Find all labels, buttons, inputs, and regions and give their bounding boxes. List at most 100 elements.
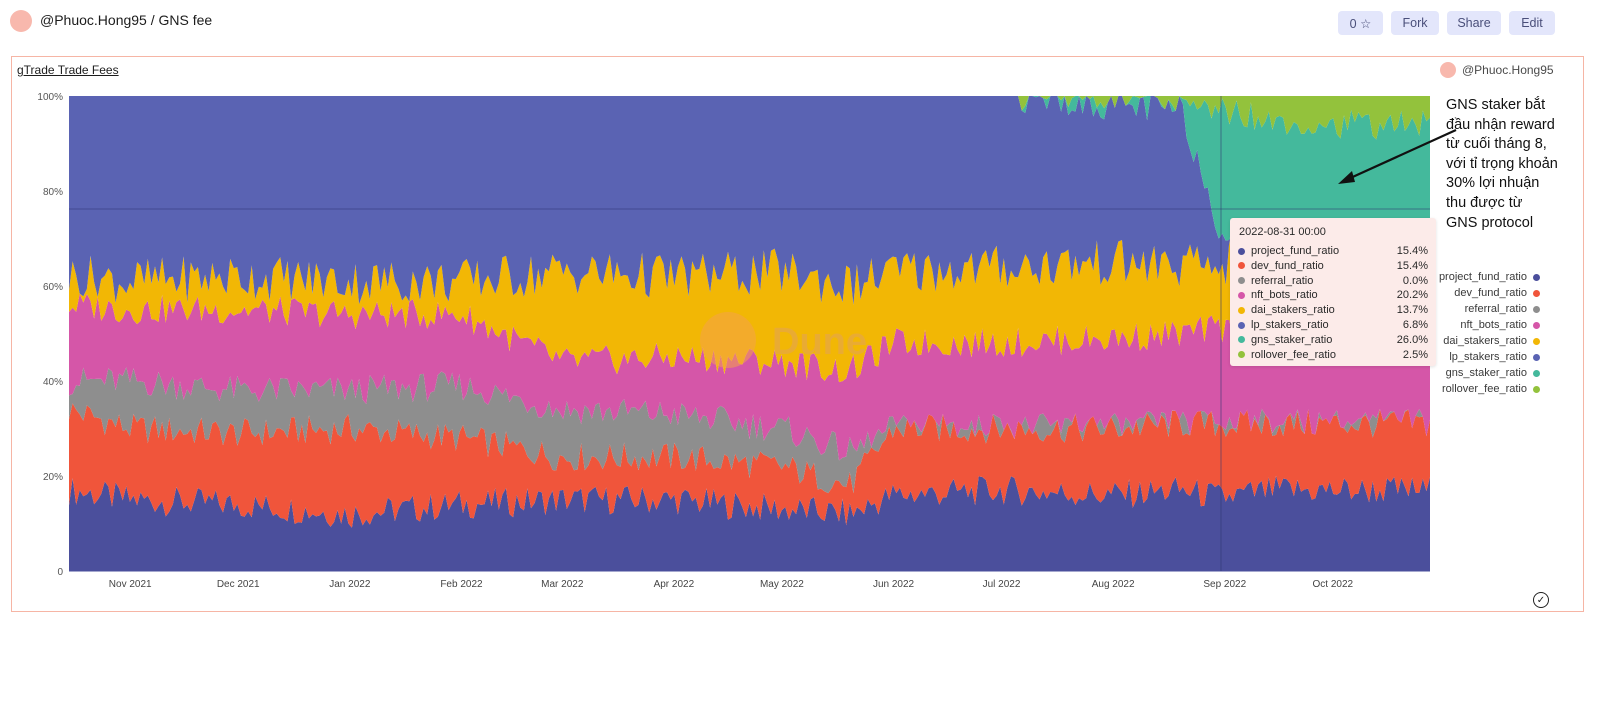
x-tick-label: Oct 2022 xyxy=(1312,579,1353,590)
tooltip-row: referral_ratio 0.0% xyxy=(1238,274,1428,288)
legend-label: project_fund_ratio xyxy=(1438,271,1527,283)
dune-logo-icon xyxy=(700,312,756,368)
y-tick-label: 60% xyxy=(43,282,63,293)
annotation-text: GNS staker bắt đầu nhận reward từ cuối t… xyxy=(1446,97,1558,231)
tooltip-row: gns_staker_ratio 26.0% xyxy=(1238,333,1428,347)
watermark-text: Dune xyxy=(772,321,867,363)
tooltip-series-value: 26.0% xyxy=(1396,333,1428,346)
tooltip-row: dai_stakers_ratio 13.7% xyxy=(1238,303,1428,317)
tooltip-series-value: 13.7% xyxy=(1396,304,1428,317)
chart-areas xyxy=(69,96,1430,571)
annotation-arrow-head xyxy=(1338,171,1355,184)
tooltip-series-name: nft_bots_ratio xyxy=(1251,289,1318,302)
legend-item[interactable]: rollover_fee_ratio xyxy=(1442,382,1540,396)
edit-button[interactable]: Edit xyxy=(1509,11,1555,35)
area-series-nft-bots-ratio[interactable] xyxy=(69,293,1430,461)
x-tick-label: May 2022 xyxy=(760,579,804,590)
legend-dot-icon xyxy=(1533,337,1540,345)
legend-label: nft_bots_ratio xyxy=(1460,319,1527,331)
legend-item[interactable]: lp_stakers_ratio xyxy=(1449,350,1540,364)
x-tick-label: Sep 2022 xyxy=(1203,579,1246,590)
tooltip-series-name: dev_fund_ratio xyxy=(1251,259,1324,272)
x-tick-label: Mar 2022 xyxy=(541,579,584,590)
legend-item[interactable]: dev_fund_ratio xyxy=(1454,286,1540,300)
author-avatar xyxy=(1440,62,1456,78)
x-tick-label: Nov 2021 xyxy=(109,579,152,590)
tooltip-series-name: rollover_fee_ratio xyxy=(1251,348,1336,361)
legend-item[interactable]: gns_staker_ratio xyxy=(1446,366,1540,380)
legend-dot-icon xyxy=(1533,321,1540,329)
legend-item[interactable]: referral_ratio xyxy=(1465,302,1540,316)
area-series-lp-stakers-ratio[interactable] xyxy=(69,96,1430,305)
x-tick-label: Feb 2022 xyxy=(440,579,483,590)
legend-label: referral_ratio xyxy=(1464,303,1527,315)
tooltip-series-name: referral_ratio xyxy=(1251,274,1314,287)
tooltip-series-value: 6.8% xyxy=(1402,319,1428,331)
legend-label: lp_stakers_ratio xyxy=(1449,351,1527,363)
legend-item[interactable]: nft_bots_ratio xyxy=(1460,318,1540,332)
y-tick-label: 40% xyxy=(43,377,63,388)
legend-label: dai_stakers_ratio xyxy=(1443,335,1527,347)
annotation-arrow xyxy=(1345,128,1457,182)
area-series-dev-fund-ratio[interactable] xyxy=(69,403,1430,528)
legend-dot-icon xyxy=(1533,385,1540,393)
legend-dot-icon xyxy=(1533,305,1540,313)
tooltip-date: 2022-08-31 00:00 xyxy=(1239,226,1326,238)
legend-dot-icon xyxy=(1238,291,1245,299)
page-title[interactable]: @Phuoc.Hong95 / GNS fee xyxy=(40,12,213,28)
author-name[interactable]: @Phuoc.Hong95 xyxy=(1462,63,1554,77)
legend-dot-icon xyxy=(1238,262,1245,270)
watermark: Dune xyxy=(700,312,867,368)
x-tick-label: Dec 2021 xyxy=(217,579,260,590)
tooltip-row: rollover_fee_ratio 2.5% xyxy=(1238,348,1428,362)
legend-label: dev_fund_ratio xyxy=(1454,287,1527,299)
avatar[interactable] xyxy=(10,10,32,32)
legend-label: gns_staker_ratio xyxy=(1445,367,1527,379)
tooltip-series-value: 15.4% xyxy=(1396,259,1428,272)
y-tick-label: 100% xyxy=(37,92,63,103)
chart-title[interactable]: gTrade Trade Fees xyxy=(17,63,119,77)
x-tick-label: Jul 2022 xyxy=(983,579,1021,590)
x-tick-label: Apr 2022 xyxy=(654,579,695,590)
x-axis: Nov 2021 Dec 2021 Jan 2022 Feb 2022 Mar 2022… xyxy=(109,579,1354,590)
x-tick-label: Jun 2022 xyxy=(873,579,915,590)
tooltip-series-name: project_fund_ratio xyxy=(1251,245,1340,257)
legend-dot-icon xyxy=(1238,321,1245,329)
legend-item[interactable]: project_fund_ratio xyxy=(1439,270,1540,284)
tooltip-row: lp_stakers_ratio 6.8% xyxy=(1238,318,1428,332)
legend-dot-icon xyxy=(1238,336,1245,344)
star-button[interactable]: 0 ☆ xyxy=(1338,11,1383,35)
tooltip-row: nft_bots_ratio 20.2% xyxy=(1238,288,1428,302)
legend-label: rollover_fee_ratio xyxy=(1442,383,1527,395)
legend-dot-icon xyxy=(1533,369,1540,377)
share-button[interactable]: Share xyxy=(1447,11,1501,35)
legend-dot-icon xyxy=(1238,306,1245,314)
tooltip-series-name: gns_staker_ratio xyxy=(1251,333,1333,346)
area-series-rollover-fee-ratio[interactable] xyxy=(69,96,1430,140)
legend-item[interactable]: dai_stakers_ratio xyxy=(1443,334,1540,348)
y-axis: 0 20% 40% 60% 80% 100% xyxy=(37,92,63,578)
check-circle-icon[interactable]: ✓ xyxy=(1533,592,1549,608)
tooltip-series-name: dai_stakers_ratio xyxy=(1251,304,1335,317)
tooltip-series-name: lp_stakers_ratio xyxy=(1251,319,1329,331)
x-tick-label: Aug 2022 xyxy=(1092,579,1135,590)
x-tick-label: Jan 2022 xyxy=(329,579,371,590)
legend-dot-icon xyxy=(1238,351,1245,359)
y-tick-label: 80% xyxy=(43,187,63,198)
legend-dot-icon xyxy=(1533,353,1540,361)
fork-button[interactable]: Fork xyxy=(1391,11,1439,35)
chart-tooltip: 2022-08-31 00:00 project_fund_ratio 15.4%… xyxy=(1230,218,1436,366)
tooltip-series-value: 2.5% xyxy=(1402,348,1428,361)
area-series-project-fund-ratio[interactable] xyxy=(69,475,1430,571)
tooltip-row: dev_fund_ratio 15.4% xyxy=(1238,259,1428,273)
tooltip-series-value: 20.2% xyxy=(1396,289,1428,302)
area-series-referral-ratio[interactable] xyxy=(69,367,1430,494)
tooltip-row: project_fund_ratio 15.4% xyxy=(1238,244,1428,258)
tooltip-series-value: 15.4% xyxy=(1396,245,1428,257)
area-series-dai-stakers-ratio[interactable] xyxy=(69,239,1430,383)
legend-dot-icon xyxy=(1238,277,1245,285)
top-bar: @Phuoc.Hong95 / GNS fee 0 ☆ Fork Share E… xyxy=(0,0,1600,44)
tooltip-series-value: 0.0% xyxy=(1402,274,1428,287)
legend-dot-icon xyxy=(1238,247,1245,255)
